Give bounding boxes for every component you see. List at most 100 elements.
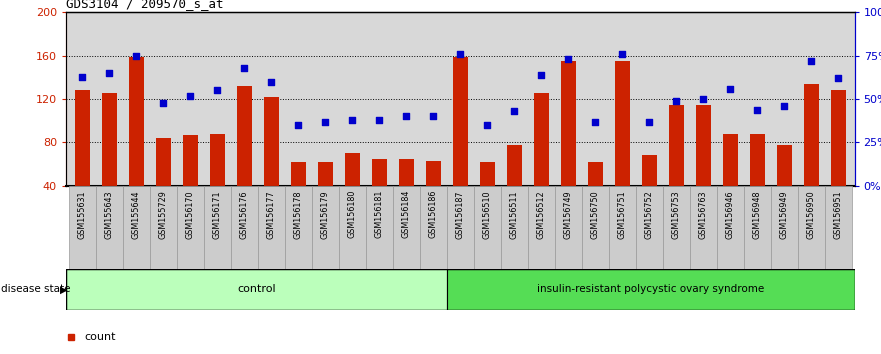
Bar: [399, 159, 414, 186]
Bar: [453, 57, 468, 186]
Bar: [129, 57, 144, 186]
Bar: [66, 269, 447, 310]
Point: [211, 88, 225, 93]
Point: [723, 86, 737, 92]
Bar: [500, 186, 528, 269]
Bar: [291, 162, 306, 186]
Text: GSM156751: GSM156751: [618, 190, 627, 239]
Text: GSM156946: GSM156946: [726, 190, 735, 239]
Text: GSM155729: GSM155729: [159, 190, 167, 239]
Point: [292, 122, 306, 128]
Bar: [642, 155, 656, 186]
Bar: [717, 186, 744, 269]
Point: [318, 119, 332, 125]
Bar: [426, 161, 440, 186]
Text: GSM156949: GSM156949: [780, 190, 788, 239]
Bar: [420, 186, 447, 269]
Bar: [555, 186, 581, 269]
Bar: [150, 186, 177, 269]
Text: GSM156511: GSM156511: [510, 190, 519, 239]
Bar: [663, 186, 690, 269]
Bar: [318, 162, 333, 186]
Bar: [798, 186, 825, 269]
Point: [642, 119, 656, 125]
Text: GSM156184: GSM156184: [402, 190, 411, 238]
Bar: [264, 97, 278, 186]
Bar: [609, 186, 636, 269]
Text: GSM156510: GSM156510: [483, 190, 492, 239]
Bar: [669, 104, 684, 186]
Bar: [528, 186, 555, 269]
Bar: [75, 91, 90, 186]
Point: [507, 108, 522, 114]
Text: GSM156186: GSM156186: [429, 190, 438, 238]
Point: [102, 70, 116, 76]
Text: GSM156948: GSM156948: [753, 190, 762, 239]
Bar: [447, 269, 855, 310]
Point: [589, 119, 603, 125]
Text: count: count: [85, 332, 116, 342]
Point: [130, 53, 144, 58]
Bar: [102, 93, 116, 186]
Text: GSM156171: GSM156171: [213, 190, 222, 239]
Point: [777, 103, 791, 109]
Bar: [771, 186, 798, 269]
Bar: [447, 186, 474, 269]
Point: [832, 75, 846, 81]
Bar: [474, 186, 500, 269]
Text: GSM155644: GSM155644: [132, 190, 141, 239]
Bar: [696, 104, 711, 186]
Bar: [480, 162, 495, 186]
Text: control: control: [237, 284, 276, 295]
Bar: [339, 186, 366, 269]
Point: [453, 51, 467, 57]
Bar: [183, 135, 197, 186]
Text: GSM156752: GSM156752: [645, 190, 654, 239]
Text: GSM156763: GSM156763: [699, 190, 707, 239]
Bar: [237, 86, 252, 186]
Text: GSM156950: GSM156950: [807, 190, 816, 239]
Point: [237, 65, 251, 71]
Bar: [507, 145, 522, 186]
Bar: [393, 186, 420, 269]
Bar: [588, 162, 603, 186]
Point: [75, 74, 89, 79]
Text: GSM156180: GSM156180: [348, 190, 357, 238]
Point: [373, 117, 387, 123]
Bar: [561, 61, 576, 186]
Bar: [581, 186, 609, 269]
Bar: [777, 145, 792, 186]
Point: [345, 117, 359, 123]
Bar: [690, 186, 717, 269]
Point: [561, 56, 575, 62]
Point: [615, 51, 629, 57]
Text: GSM156750: GSM156750: [591, 190, 600, 239]
Point: [264, 79, 278, 85]
Bar: [312, 186, 339, 269]
Text: GSM156177: GSM156177: [267, 190, 276, 239]
Bar: [804, 84, 818, 186]
Text: GSM156178: GSM156178: [293, 190, 303, 239]
Bar: [69, 186, 96, 269]
Bar: [177, 186, 204, 269]
Text: GSM156176: GSM156176: [240, 190, 248, 239]
Text: GSM156179: GSM156179: [321, 190, 329, 239]
Text: GSM156181: GSM156181: [374, 190, 384, 238]
Text: GSM156753: GSM156753: [672, 190, 681, 239]
Point: [183, 93, 197, 98]
Bar: [831, 91, 846, 186]
Bar: [258, 186, 285, 269]
Point: [480, 122, 494, 128]
Text: GSM156749: GSM156749: [564, 190, 573, 239]
Point: [534, 72, 548, 78]
Bar: [825, 186, 852, 269]
Text: GSM156512: GSM156512: [537, 190, 546, 239]
Bar: [96, 186, 122, 269]
Bar: [231, 186, 258, 269]
Bar: [122, 186, 150, 269]
Point: [156, 100, 170, 105]
Bar: [210, 134, 225, 186]
Bar: [156, 138, 171, 186]
Point: [696, 96, 710, 102]
Bar: [744, 186, 771, 269]
